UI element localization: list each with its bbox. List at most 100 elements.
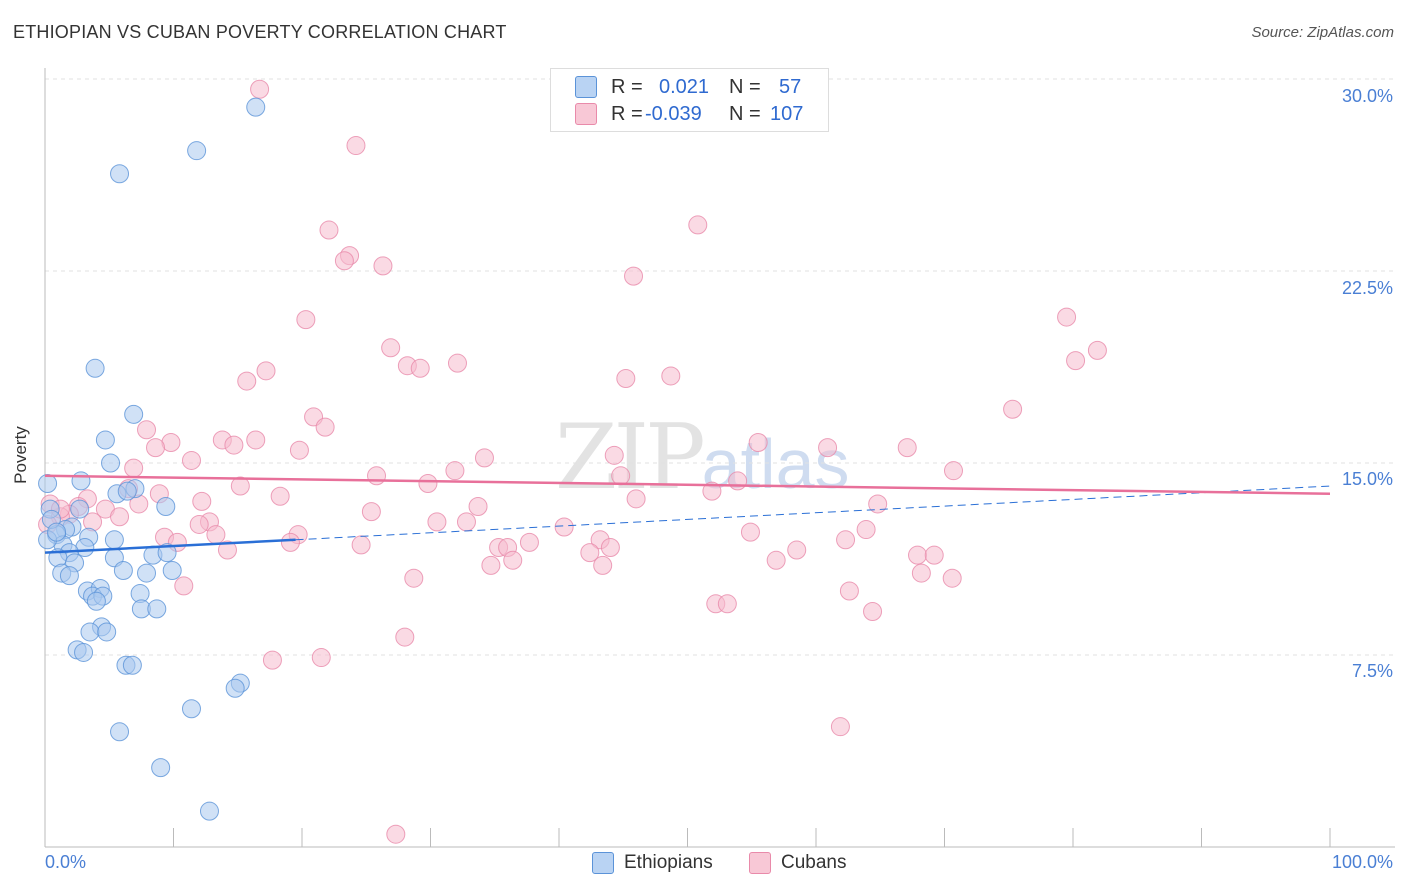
cuban-point	[174, 576, 194, 596]
y-tick-label: 22.5%	[1341, 278, 1393, 298]
cuban-point	[604, 445, 624, 465]
cuban-point	[766, 550, 786, 570]
cuban-point	[924, 545, 944, 565]
cuban-trend-line	[44, 474, 1331, 495]
cuban-point	[373, 256, 393, 276]
cuban-point	[296, 310, 316, 330]
cuban-point	[856, 520, 876, 540]
ethiopian-point	[95, 430, 115, 450]
cuban-point	[124, 458, 144, 478]
ethiopian-point	[38, 473, 58, 493]
r-label: R =	[611, 102, 643, 125]
cuban-point	[818, 438, 838, 458]
n-label: N =	[729, 102, 761, 125]
cuban-point	[404, 568, 424, 588]
ethiopian-point	[110, 164, 130, 184]
cuban-point	[624, 266, 644, 286]
cuban-point	[942, 568, 962, 588]
ethiopian-point	[124, 404, 144, 424]
ethiopian-point	[97, 622, 117, 642]
cuban-point	[839, 581, 859, 601]
cuban-point	[897, 438, 917, 458]
cuban-point	[554, 517, 574, 537]
legend-label: Cubans	[781, 852, 847, 873]
n-value: 57	[779, 75, 802, 98]
cuban-point	[593, 555, 613, 575]
cuban-point	[289, 440, 309, 460]
cuban-point	[728, 471, 748, 491]
cuban-point	[230, 476, 250, 496]
ethiopian-point	[86, 591, 106, 611]
cuban-point	[787, 540, 807, 560]
cuban-point	[346, 136, 366, 156]
ethiopian-point	[113, 561, 133, 581]
ethiopian-point	[225, 678, 245, 698]
cuban-point	[600, 537, 620, 557]
x-tick-label: 0.0%	[45, 852, 87, 872]
legend-swatch-blue	[575, 76, 597, 98]
ethiopian-point	[199, 801, 219, 821]
cuban-point	[334, 251, 354, 271]
legend-row-cubans: R = -0.039 N = 107	[575, 101, 825, 127]
legend-label: Ethiopians	[624, 852, 713, 873]
y-tick-label: 15.0%	[1341, 469, 1393, 489]
cuban-point	[702, 481, 722, 501]
ethiopian-point	[70, 499, 90, 519]
legend-item-cubans: Cubans	[749, 852, 847, 874]
cuban-point	[386, 824, 406, 844]
cuban-point	[474, 448, 494, 468]
ethiopian-trend-line	[44, 538, 296, 554]
ethiopian-point	[80, 622, 100, 642]
cuban-point	[262, 650, 282, 670]
x-tick-label: 100.0%	[1331, 852, 1393, 872]
ethiopian-point	[74, 642, 94, 662]
legend-swatch-pink	[575, 103, 597, 125]
cuban-point	[1066, 351, 1086, 371]
cuban-point	[1003, 399, 1023, 419]
cuban-point	[503, 550, 523, 570]
r-value: 0.021	[659, 75, 710, 98]
cuban-point	[519, 532, 539, 552]
legend-swatch-pink	[749, 852, 771, 874]
legend-row-ethiopians: R = 0.021 N = 57	[575, 74, 825, 100]
ethiopian-point	[104, 530, 124, 550]
cuban-point	[1087, 340, 1107, 360]
cuban-point	[137, 420, 157, 440]
source-label: Source: ZipAtlas.com	[1251, 24, 1394, 41]
ethiopian-point	[122, 655, 142, 675]
cuban-point	[911, 563, 931, 583]
cuban-point	[319, 220, 339, 240]
ethiopian-point	[47, 522, 67, 542]
cuban-point	[427, 512, 447, 532]
cuban-point	[367, 466, 387, 486]
cuban-point	[943, 461, 963, 481]
cuban-point	[250, 79, 270, 99]
cuban-point	[836, 530, 856, 550]
ethiopian-point	[71, 471, 91, 491]
cuban-point	[224, 435, 244, 455]
cuban-point	[580, 543, 600, 563]
cuban-point	[863, 601, 883, 621]
ethiopian-point	[137, 563, 157, 583]
cuban-point	[311, 648, 331, 668]
ethiopian-point	[101, 453, 121, 473]
ethiopian-point	[59, 566, 79, 586]
cuban-point	[410, 358, 430, 378]
cuban-point	[237, 371, 257, 391]
ethiopian-point	[246, 97, 266, 117]
ethiopian-point	[157, 543, 177, 563]
ethiopian-point	[187, 141, 207, 161]
ethiopian-point	[147, 599, 167, 619]
ethiopian-point	[117, 481, 137, 501]
legend-swatch-blue	[592, 852, 614, 874]
n-value: 107	[770, 102, 804, 125]
cuban-point	[181, 450, 201, 470]
stats-legend: R = 0.021 N = 57 R = -0.039 N = 107	[550, 68, 829, 132]
cuban-point	[717, 594, 737, 614]
ethiopian-point	[151, 758, 171, 778]
cuban-point	[206, 525, 226, 545]
cuban-point	[740, 522, 760, 542]
r-value: -0.039	[645, 102, 702, 125]
